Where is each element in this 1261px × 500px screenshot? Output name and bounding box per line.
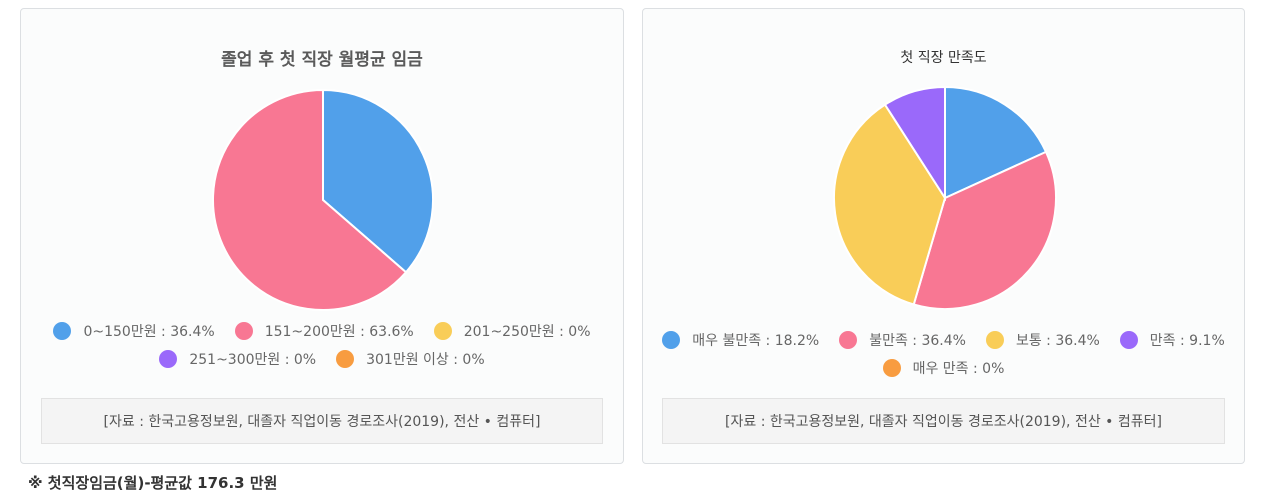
legend-item[interactable]: 불만족 : 36.4%: [839, 330, 966, 350]
legend-label: 매우 불만족 : 18.2%: [692, 333, 820, 349]
legend-dot-icon: [433, 322, 452, 340]
legend-row: 0~150만원 : 36.4% 151~200만원 : 63.6% 201~250만…: [21, 317, 623, 345]
legend-item[interactable]: 0~150만원 : 36.4%: [53, 321, 215, 341]
legend-row: 매우 만족 : 0%: [643, 354, 1244, 382]
chart-legend: 매우 불만족 : 18.2% 불만족 : 36.4% 보통 : 36.4% 만족 : …: [643, 326, 1244, 382]
wage-chart-card: 졸업 후 첫 직장 월평균 임금 0~150만원 : 36.4% 151~200만…: [20, 8, 624, 464]
legend-label: 불만족 : 36.4%: [869, 333, 966, 349]
pie-slice[interactable]: [212, 88, 408, 311]
wage-pie-chart: [212, 88, 434, 311]
legend-label: 보통 : 36.4%: [1015, 333, 1100, 349]
legend-label: 0~150만원 : 36.4%: [83, 324, 215, 340]
legend-dot-icon: [53, 322, 72, 340]
legend-dot-icon: [1119, 331, 1138, 349]
legend-label: 201~250만원 : 0%: [463, 324, 591, 340]
pie-slice[interactable]: [883, 85, 946, 202]
pie-slice[interactable]: [912, 150, 1057, 310]
average-wage-footnote: ※ 첫직장임금(월)-평균값 176.3 만원: [28, 474, 278, 492]
legend-dot-icon: [234, 322, 253, 340]
satisfaction-chart-card: 첫 직장 만족도 매우 불만족 : 18.2% 불만족 : 36.4% 보통 : 3…: [642, 8, 1245, 464]
legend-dot-icon: [159, 350, 178, 368]
legend-row: 매우 불만족 : 18.2% 불만족 : 36.4% 보통 : 36.4% 만족 : …: [643, 326, 1244, 354]
satisfaction-pie-chart: [833, 85, 1057, 310]
legend-row: 251~300만원 : 0% 301만원 이상 : 0%: [21, 345, 623, 373]
legend-label: 251~300만원 : 0%: [189, 352, 317, 368]
legend-item[interactable]: 251~300만원 : 0%: [159, 349, 316, 369]
legend-item[interactable]: 201~250만원 : 0%: [433, 321, 591, 341]
source-note: [자료 : 한국고용정보원, 대졸자 직업이동 경로조사(2019), 전산 •…: [662, 398, 1225, 444]
legend-dot-icon: [336, 350, 355, 368]
legend-item[interactable]: 301만원 이상 : 0%: [336, 349, 485, 369]
legend-label: 151~200만원 : 63.6%: [264, 324, 414, 340]
legend-item[interactable]: 매우 만족 : 0%: [882, 358, 1005, 378]
chart-title: 졸업 후 첫 직장 월평균 임금: [221, 50, 423, 70]
legend-dot-icon: [882, 359, 901, 377]
legend-item[interactable]: 만족 : 9.1%: [1119, 330, 1225, 350]
legend-dot-icon: [839, 331, 858, 349]
legend-item[interactable]: 보통 : 36.4%: [985, 330, 1100, 350]
pie-slice[interactable]: [944, 85, 1048, 200]
pie-slice[interactable]: [833, 103, 947, 306]
pie-slice[interactable]: [322, 88, 434, 274]
legend-label: 301만원 이상 : 0%: [366, 352, 485, 368]
source-note: [자료 : 한국고용정보원, 대졸자 직업이동 경로조사(2019), 전산 •…: [41, 398, 603, 444]
chart-legend: 0~150만원 : 36.4% 151~200만원 : 63.6% 201~250만…: [21, 317, 623, 373]
legend-item[interactable]: 매우 불만족 : 18.2%: [662, 330, 819, 350]
chart-title: 첫 직장 만족도: [900, 50, 987, 66]
legend-dot-icon: [662, 331, 681, 349]
legend-label: 만족 : 9.1%: [1149, 333, 1225, 349]
legend-dot-icon: [985, 331, 1004, 349]
legend-item[interactable]: 151~200만원 : 63.6%: [234, 321, 414, 341]
legend-label: 매우 만족 : 0%: [912, 361, 1005, 377]
